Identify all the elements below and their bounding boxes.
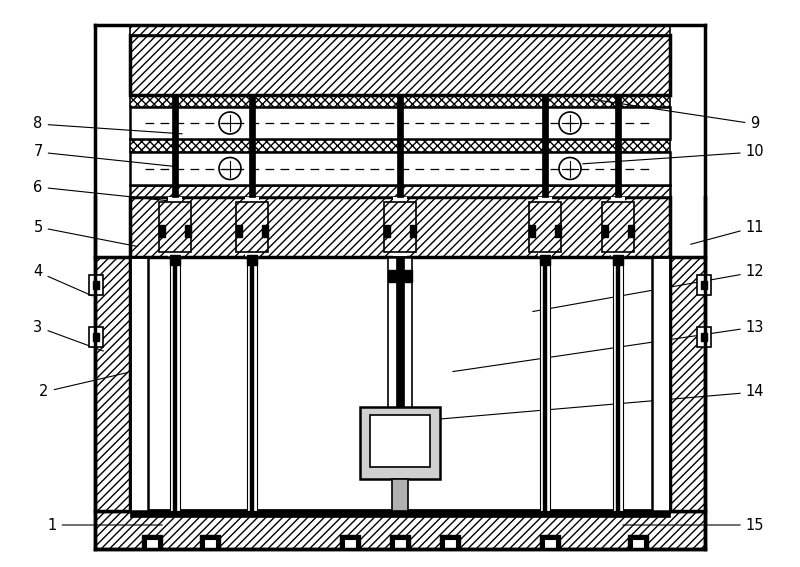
Bar xyxy=(393,197,407,257)
Bar xyxy=(170,257,180,511)
Bar xyxy=(388,257,412,471)
Bar xyxy=(611,197,625,257)
Bar xyxy=(444,539,456,549)
Bar xyxy=(390,535,410,549)
Bar xyxy=(159,225,165,237)
Bar xyxy=(529,202,561,252)
Bar xyxy=(542,95,548,197)
Bar xyxy=(93,333,99,341)
Bar xyxy=(613,257,623,511)
Bar xyxy=(89,327,103,347)
Bar xyxy=(130,185,670,197)
Bar xyxy=(394,539,406,549)
Bar xyxy=(555,225,561,237)
Bar xyxy=(697,275,711,295)
Bar xyxy=(384,225,390,237)
Bar xyxy=(159,202,191,252)
Bar xyxy=(130,509,670,517)
Bar xyxy=(130,35,670,95)
Bar xyxy=(170,255,180,265)
Text: 12: 12 xyxy=(533,264,764,311)
Text: 3: 3 xyxy=(34,319,103,351)
Bar xyxy=(173,257,177,511)
Bar xyxy=(538,197,552,257)
Bar xyxy=(130,107,670,139)
Text: 9: 9 xyxy=(593,99,760,132)
Bar xyxy=(396,257,404,471)
Bar xyxy=(130,152,670,185)
Text: 2: 2 xyxy=(39,373,127,400)
Bar xyxy=(146,539,158,549)
Bar xyxy=(701,333,707,341)
Bar xyxy=(540,535,560,549)
Bar xyxy=(540,257,550,511)
Bar xyxy=(384,202,416,252)
Bar xyxy=(360,407,440,479)
Bar xyxy=(616,257,620,511)
Text: 15: 15 xyxy=(622,518,764,532)
Text: 8: 8 xyxy=(34,116,182,134)
Bar xyxy=(397,95,403,197)
Bar xyxy=(95,257,130,511)
Bar xyxy=(543,257,547,511)
Text: 5: 5 xyxy=(34,219,138,247)
Bar xyxy=(340,535,360,549)
Bar xyxy=(185,225,191,237)
Bar xyxy=(130,95,670,107)
Bar xyxy=(632,539,644,549)
Bar xyxy=(544,539,556,549)
Bar xyxy=(200,535,220,549)
Bar xyxy=(249,95,255,197)
Bar xyxy=(615,95,621,197)
Bar xyxy=(172,95,178,197)
Text: 4: 4 xyxy=(34,264,93,296)
Bar xyxy=(95,511,705,549)
Text: 11: 11 xyxy=(690,219,764,244)
Bar xyxy=(392,479,408,511)
Bar xyxy=(344,539,356,549)
Bar xyxy=(602,225,608,237)
Bar xyxy=(262,225,268,237)
Text: 10: 10 xyxy=(582,145,764,164)
Bar xyxy=(697,327,711,347)
Bar xyxy=(540,255,550,265)
Bar xyxy=(168,197,182,257)
Bar xyxy=(410,225,416,237)
Bar xyxy=(130,25,670,35)
Bar xyxy=(613,255,623,265)
Bar xyxy=(250,257,254,511)
Bar xyxy=(628,225,634,237)
Bar xyxy=(701,281,707,289)
Text: 7: 7 xyxy=(34,145,178,167)
Bar xyxy=(247,255,257,265)
Bar xyxy=(652,257,670,511)
Bar xyxy=(602,202,634,252)
Bar xyxy=(89,275,103,295)
Bar xyxy=(247,257,257,511)
Bar xyxy=(388,270,412,282)
Bar xyxy=(236,225,242,237)
Text: 1: 1 xyxy=(47,518,162,532)
Bar xyxy=(93,281,99,289)
Bar xyxy=(236,202,268,252)
Bar xyxy=(130,197,670,257)
Bar xyxy=(440,535,460,549)
Bar xyxy=(142,535,162,549)
Bar xyxy=(670,257,705,511)
Text: 14: 14 xyxy=(408,384,764,422)
Text: 13: 13 xyxy=(453,319,764,371)
Bar xyxy=(130,139,670,152)
Bar xyxy=(370,415,430,467)
Bar xyxy=(130,257,148,511)
Bar xyxy=(529,225,535,237)
Text: 6: 6 xyxy=(34,180,178,202)
Bar xyxy=(628,535,648,549)
Bar xyxy=(245,197,259,257)
Bar xyxy=(204,539,216,549)
